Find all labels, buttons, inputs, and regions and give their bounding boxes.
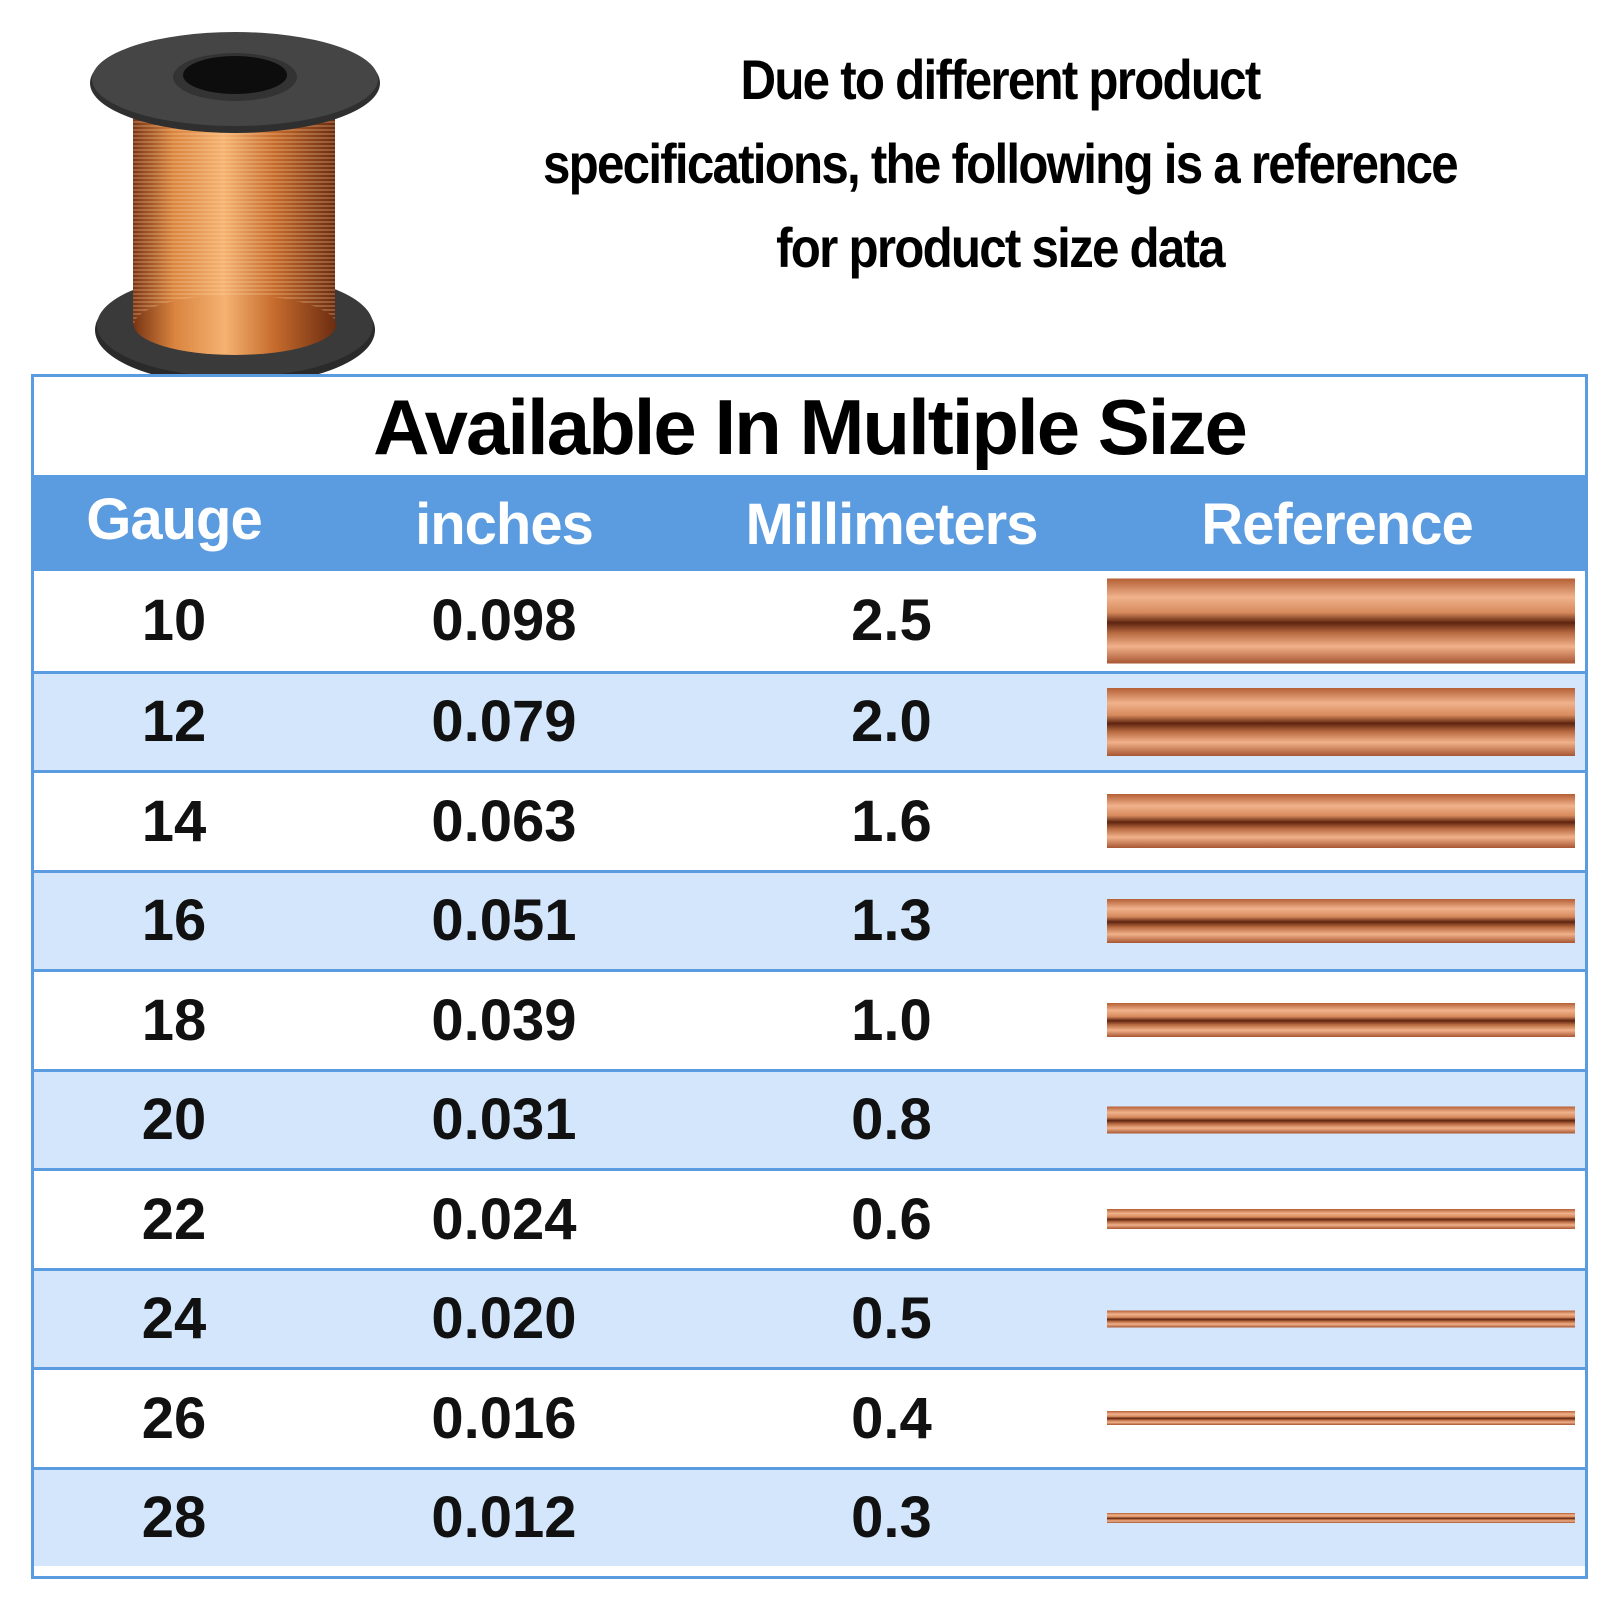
table-row: 12 0.079 2.0	[34, 670, 1585, 771]
copper-wire-sample	[1107, 1209, 1575, 1230]
header-inches: inches	[415, 492, 594, 557]
wire-spool-image	[90, 32, 380, 385]
cell-millimeters: 1.0	[851, 987, 932, 1053]
cell-inches: 0.012	[431, 1485, 577, 1551]
cell-millimeters: 0.6	[851, 1186, 932, 1252]
cell-millimeters: 0.5	[851, 1286, 932, 1352]
cell-gauge: 26	[141, 1385, 207, 1451]
cell-reference	[1089, 1271, 1585, 1368]
header-gauge: Gauge	[86, 487, 263, 552]
size-table: Available In Multiple Size Gauge inches …	[31, 374, 1588, 1579]
cell-inches: 0.020	[431, 1286, 577, 1352]
copper-wire-sample	[1107, 1003, 1575, 1038]
cell-millimeters: 0.8	[851, 1087, 932, 1153]
table-title: Available In Multiple Size	[373, 383, 1248, 471]
cell-reference	[1089, 972, 1585, 1069]
cell-millimeters: 0.4	[851, 1385, 932, 1451]
copper-wire-sample	[1107, 578, 1575, 664]
copper-wire-sample	[1107, 898, 1575, 943]
header-reference: Reference	[1201, 492, 1473, 557]
cell-reference	[1089, 674, 1585, 771]
cell-millimeters: 0.3	[851, 1485, 932, 1551]
cell-millimeters: 1.6	[851, 788, 932, 854]
copper-wire-sample	[1107, 794, 1575, 849]
cell-inches: 0.016	[431, 1385, 577, 1451]
cell-reference	[1089, 773, 1585, 870]
table-row: 20 0.031 0.8	[34, 1068, 1585, 1169]
cell-gauge: 28	[141, 1485, 207, 1551]
cell-reference	[1089, 1370, 1585, 1467]
copper-wire-sample	[1107, 687, 1575, 756]
cell-millimeters: 2.0	[851, 689, 932, 755]
table-row: 26 0.016 0.4	[34, 1367, 1585, 1467]
cell-millimeters: 2.5	[851, 588, 932, 654]
notice-line-3: for product size data	[776, 216, 1225, 279]
copper-wire-sample	[1107, 1411, 1575, 1426]
cell-gauge: 22	[141, 1186, 207, 1252]
cell-gauge: 20	[141, 1087, 207, 1153]
cell-gauge: 14	[141, 788, 207, 854]
table-row: 16 0.051 1.3	[34, 869, 1585, 970]
cell-gauge: 10	[141, 588, 207, 654]
cell-inches: 0.051	[431, 888, 577, 954]
copper-wire-sample	[1107, 1512, 1575, 1523]
cell-inches: 0.031	[431, 1087, 577, 1153]
table-row: 18 0.039 1.0	[34, 969, 1585, 1069]
cell-gauge: 16	[141, 888, 207, 954]
notice-line-2: specifications, the following is a refer…	[543, 132, 1459, 195]
table-row: 24 0.020 0.5	[34, 1267, 1585, 1368]
cell-inches: 0.079	[431, 689, 577, 755]
reference-notice: Due to different product specifications,…	[481, 38, 1519, 290]
copper-wire-sample	[1107, 1106, 1575, 1134]
copper-wire-sample	[1107, 1310, 1575, 1328]
cell-inches: 0.063	[431, 788, 577, 854]
table-row: 10 0.098 2.5	[34, 571, 1585, 671]
table-row: 22 0.024 0.6	[34, 1168, 1585, 1268]
cell-reference	[1089, 1171, 1585, 1268]
table-header-row: Gauge inches Millimeters Reference	[34, 475, 1585, 571]
cell-reference	[1089, 1072, 1585, 1169]
cell-reference	[1089, 1470, 1585, 1567]
cell-inches: 0.039	[431, 987, 577, 1053]
cell-reference	[1089, 873, 1585, 970]
cell-inches: 0.098	[431, 588, 577, 654]
table-row: 28 0.012 0.3	[34, 1466, 1585, 1567]
notice-line-1: Due to different product	[740, 48, 1262, 111]
cell-gauge: 18	[141, 987, 207, 1053]
cell-millimeters: 1.3	[851, 888, 932, 954]
cell-gauge: 12	[141, 689, 207, 755]
cell-gauge: 24	[141, 1286, 207, 1352]
header-millimeters: Millimeters	[745, 492, 1039, 557]
cell-reference	[1089, 571, 1585, 671]
table-body: 10 0.098 2.5 12 0.079 2.0 14 0.063 1.6 16 0.051 1.3…	[34, 571, 1585, 1566]
cell-inches: 0.024	[431, 1186, 577, 1252]
table-row: 14 0.063 1.6	[34, 770, 1585, 870]
